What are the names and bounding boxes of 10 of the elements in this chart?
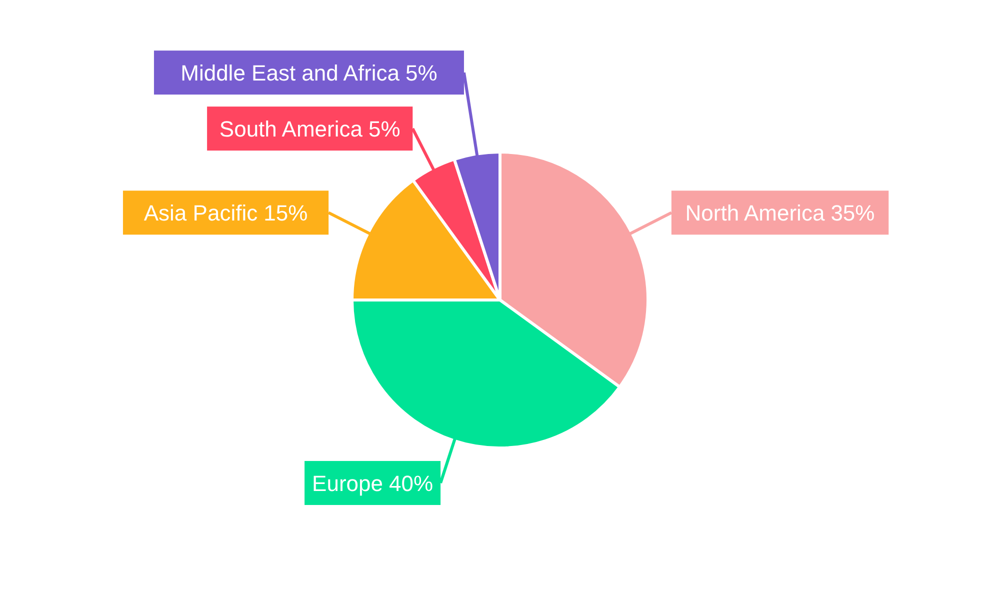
slice-label: Europe — [312, 470, 383, 496]
data-label: 35% — [830, 200, 875, 226]
data-label: 40% — [389, 470, 434, 496]
data-label: 5% — [406, 60, 438, 86]
slice-label: Middle East and Africa — [180, 60, 400, 86]
slice-label: North America — [685, 200, 826, 226]
slice-label: South America — [219, 116, 364, 142]
slice-label: Asia Pacific — [144, 200, 258, 226]
data-label: 5% — [368, 116, 400, 142]
data-label: 15% — [264, 200, 308, 226]
